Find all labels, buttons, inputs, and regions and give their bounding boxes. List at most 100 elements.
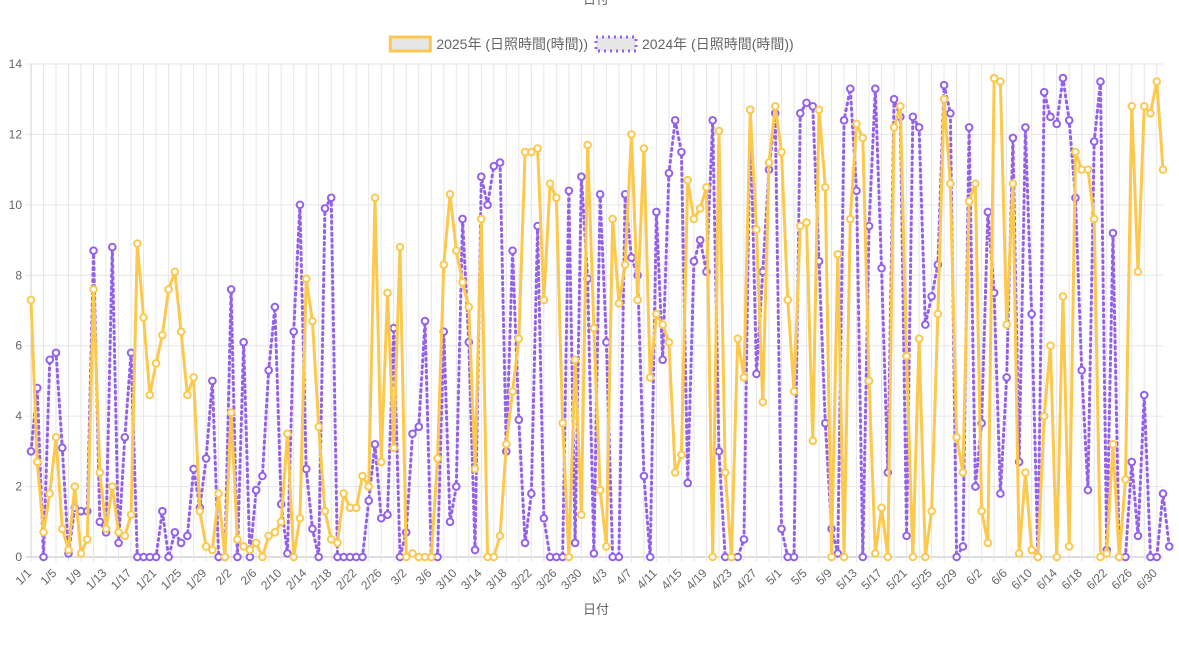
data-point <box>577 172 586 181</box>
data-point <box>996 489 1005 498</box>
data-point <box>458 214 467 224</box>
x-tick-label: 3/18 <box>483 566 510 593</box>
data-point <box>1071 147 1080 157</box>
data-point <box>508 246 517 255</box>
data-point <box>89 246 98 255</box>
data-point <box>1089 137 1099 146</box>
data-point <box>664 337 674 347</box>
data-point <box>964 123 974 132</box>
data-point <box>308 524 317 534</box>
data-point <box>902 351 911 361</box>
data-point <box>914 123 924 132</box>
data-point <box>670 468 680 477</box>
data-point <box>433 454 442 463</box>
data-point <box>839 116 849 125</box>
data-point <box>95 517 105 527</box>
data-point <box>752 225 761 234</box>
data-point <box>946 179 955 189</box>
data-point <box>1164 542 1174 551</box>
x-tick-label: 4/7 <box>613 566 635 588</box>
data-point <box>283 549 292 558</box>
data-point <box>408 549 417 558</box>
data-point <box>952 432 961 442</box>
data-point <box>977 506 986 516</box>
data-point <box>627 130 636 139</box>
data-point <box>1089 214 1099 224</box>
series-layer <box>26 73 1174 562</box>
data-point <box>808 101 818 111</box>
data-point <box>370 440 380 449</box>
data-point <box>208 376 217 386</box>
x-tick-label: 4/23 <box>708 566 735 593</box>
x-tick-label: 4/11 <box>634 566 660 592</box>
data-point <box>864 221 874 231</box>
data-point <box>145 390 155 400</box>
data-point <box>1064 542 1074 551</box>
x-tick-label: 1/17 <box>108 566 135 593</box>
data-point <box>239 542 248 551</box>
x-tick-label: 3/6 <box>413 566 435 588</box>
data-point <box>89 285 98 294</box>
x-tick-label: 3/30 <box>558 566 585 593</box>
x-tick-label: 6/10 <box>1009 566 1036 593</box>
data-point <box>1083 485 1093 495</box>
data-point <box>376 513 386 523</box>
data-point <box>508 387 517 396</box>
data-point <box>489 161 499 171</box>
data-point <box>739 373 749 382</box>
data-point <box>1008 133 1018 143</box>
data-point <box>264 531 273 541</box>
data-point <box>595 485 605 495</box>
data-point <box>845 84 855 93</box>
data-point <box>802 98 811 108</box>
data-point <box>239 337 248 347</box>
data-point <box>971 179 980 189</box>
data-point <box>183 531 192 541</box>
data-point <box>789 387 799 396</box>
data-point <box>151 552 161 562</box>
data-point <box>170 267 180 277</box>
legend-item-1[interactable]: 2024年 (日照時間(時間)) <box>594 35 794 53</box>
data-point <box>464 302 474 312</box>
data-point <box>633 295 642 305</box>
data-point <box>158 506 167 516</box>
data-point <box>445 189 455 199</box>
data-point <box>520 538 530 548</box>
x-tick-label: 6/14 <box>1034 566 1061 593</box>
data-point <box>1121 475 1130 484</box>
legend[interactable]: 2025年 (日照時間(時間)) 2024年 (日照時間(時間)) <box>388 35 794 53</box>
data-point <box>614 552 624 562</box>
data-point <box>1158 165 1168 174</box>
data-point <box>333 538 342 548</box>
data-point <box>51 348 61 358</box>
x-tick-label: 5/17 <box>858 566 885 593</box>
data-point <box>151 359 161 368</box>
data-point <box>1096 77 1105 86</box>
data-point <box>451 246 461 255</box>
legend-item-0[interactable]: 2025年 (日照時間(時間)) <box>388 35 588 53</box>
data-point <box>358 552 367 562</box>
data-point <box>383 510 392 520</box>
data-point <box>351 503 361 513</box>
data-point <box>364 496 374 505</box>
data-point <box>896 101 905 111</box>
data-point <box>602 337 611 347</box>
data-point <box>514 334 524 343</box>
data-point <box>983 207 993 217</box>
data-point <box>164 285 173 294</box>
data-point <box>1108 228 1118 238</box>
data-point <box>26 447 36 456</box>
data-point <box>777 524 786 534</box>
data-point <box>858 552 868 562</box>
x-tick-label: 2/14 <box>283 566 310 593</box>
data-point <box>927 292 936 301</box>
series-0 <box>26 73 1168 562</box>
data-point <box>170 528 180 537</box>
x-tick-label: 1/21 <box>133 566 160 593</box>
legend-swatch <box>388 35 432 53</box>
data-point <box>477 214 486 224</box>
x-tick-label: 2/6 <box>238 566 260 588</box>
data-point <box>57 524 67 534</box>
data-point <box>82 535 92 544</box>
y-tick-label: 6 <box>15 339 22 353</box>
